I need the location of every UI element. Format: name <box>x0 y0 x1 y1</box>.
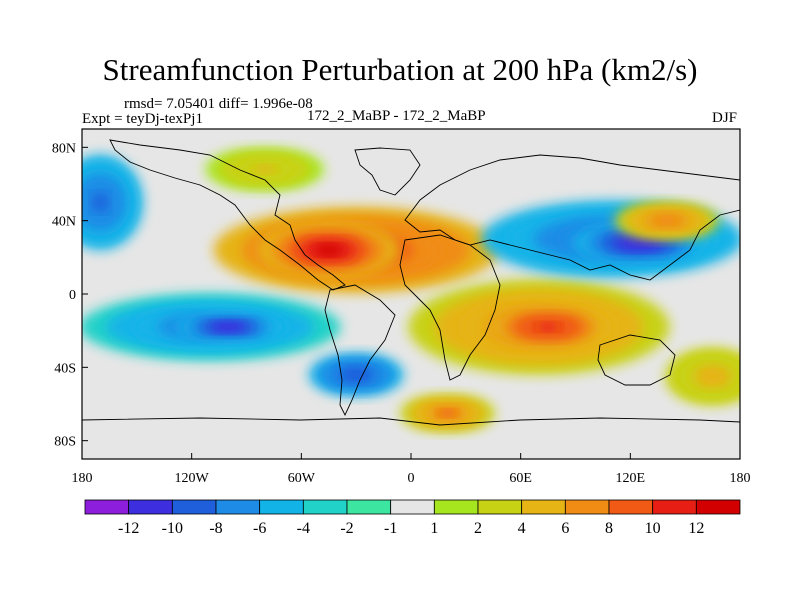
colorbar-label: 8 <box>605 520 613 537</box>
lat-tick-label: 40S <box>54 361 76 376</box>
colorbar-swatch <box>695 499 741 515</box>
axis-ticks: 180 120W 60W 0 60E 120E 180 80N 40N 0 40S 80S <box>52 141 751 486</box>
colorbar-swatch <box>652 499 697 515</box>
colorbar-label: 2 <box>474 520 482 537</box>
contour-blob-12-4 <box>252 165 277 174</box>
colorbar-label: -1 <box>384 520 397 537</box>
colorbar-swatch <box>215 499 261 515</box>
colorbar-swatch <box>477 499 523 515</box>
stats-subtitle: rmsd= 7.05401 diff= 1.996e-08 <box>124 96 313 112</box>
colorbar-label: 6 <box>561 520 569 537</box>
lon-tick-label: 180 <box>72 471 93 486</box>
colorbar-label: 1 <box>430 520 438 537</box>
case-label: 172_2_MaBP - 172_2_MaBP <box>307 108 486 124</box>
colorbar-swatch <box>608 499 654 515</box>
colorbar-label: -12 <box>118 520 139 537</box>
contour-blob-11-4 <box>656 216 678 225</box>
season-label: DJF <box>712 110 738 126</box>
lon-tick-label: 60W <box>288 471 316 486</box>
colorbar-label: 10 <box>645 520 661 537</box>
contour-blob-5-4 <box>626 238 653 247</box>
contour-blob-1-4 <box>314 244 344 256</box>
colorbar-label: -4 <box>297 520 310 537</box>
colorbar-swatch <box>171 499 217 515</box>
colorbar-swatch <box>259 499 304 515</box>
colorbar-label: -6 <box>253 520 266 537</box>
experiment-label: Expt = teyDj-texPj1 <box>82 111 203 127</box>
colorbar-swatch <box>346 499 392 515</box>
colorbar-swatch <box>84 499 130 515</box>
lat-tick-label: 80N <box>52 141 76 156</box>
colorbar-swatch <box>390 499 435 515</box>
contour-blob-13-4 <box>703 370 723 383</box>
colorbar-swatch <box>128 499 173 515</box>
contour-blob-3-4 <box>536 322 560 332</box>
colorbar: -12 -10 -8 -6 -4 -2 -1 1 2 4 6 8 10 12 <box>84 499 741 537</box>
lon-tick-label: 120E <box>616 471 646 486</box>
colorbar-swatch <box>302 499 348 515</box>
lon-tick-label: 180 <box>730 471 751 486</box>
lon-tick-label: 60E <box>509 471 532 486</box>
colorbar-label: 4 <box>518 520 526 537</box>
colorbar-label: -8 <box>209 520 222 537</box>
contour-blob-8-4 <box>346 370 366 379</box>
lon-tick-label: 120W <box>175 471 210 486</box>
colorbar-label: -10 <box>162 520 183 537</box>
contour-blob-10-4 <box>438 409 458 417</box>
lon-tick-label: 0 <box>408 471 415 486</box>
lat-tick-label: 80S <box>54 435 76 450</box>
continent-outlines <box>82 139 740 459</box>
lat-tick-label: 0 <box>69 288 76 303</box>
colorbar-label: -2 <box>340 520 353 537</box>
lat-tick-label: 40N <box>52 215 76 230</box>
colorbar-swatch <box>433 499 479 515</box>
map-title: Streamfunction Perturbation at 200 hPa (… <box>102 52 698 87</box>
colorbar-swatch <box>564 499 610 515</box>
colorbar-label: 12 <box>688 520 704 537</box>
contour-blob-7-4 <box>217 324 239 330</box>
contour-blob-9-4 <box>91 192 109 212</box>
colorbar-swatch <box>521 499 566 515</box>
